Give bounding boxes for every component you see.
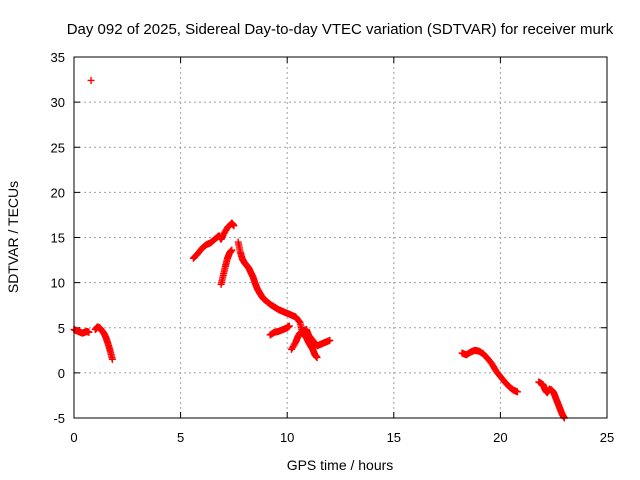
x-tick-label: 5 [177, 430, 184, 445]
chart-title: Day 092 of 2025, Sidereal Day-to-day VTE… [67, 21, 614, 38]
x-tick-label: 20 [493, 430, 507, 445]
data-point [108, 355, 116, 363]
y-tick-label: 5 [58, 321, 65, 336]
data-point [87, 76, 95, 84]
grid-lines [74, 57, 607, 418]
x-tick-label: 10 [280, 430, 294, 445]
y-tick-label: 10 [51, 276, 65, 291]
y-tick-label: 20 [51, 185, 65, 200]
data-point [85, 328, 93, 336]
y-tick-label: -5 [53, 411, 65, 426]
plot-frame [73, 56, 608, 419]
data-points [70, 76, 568, 422]
y-tick-label: 15 [51, 231, 65, 246]
data-point [326, 336, 334, 344]
y-tick-label: 35 [51, 50, 65, 65]
x-tick-label: 0 [70, 430, 77, 445]
data-point [230, 222, 238, 230]
data-point [513, 388, 521, 396]
x-tick-label: 25 [600, 430, 614, 445]
data-point [313, 354, 321, 362]
data-point [228, 246, 236, 254]
data-point [285, 322, 293, 330]
y-tick-label: 0 [58, 366, 65, 381]
y-tick-label: 30 [51, 95, 65, 110]
y-tick-label: 25 [51, 140, 65, 155]
y-axis-label: SDTVAR / TECUs [5, 181, 21, 293]
x-axis-label: GPS time / hours [287, 457, 394, 473]
x-tick-label: 15 [387, 430, 401, 445]
axis-ticks: 0 5 10 15 20 25 -5 0 5 10 15 20 25 30 35 [51, 50, 615, 445]
